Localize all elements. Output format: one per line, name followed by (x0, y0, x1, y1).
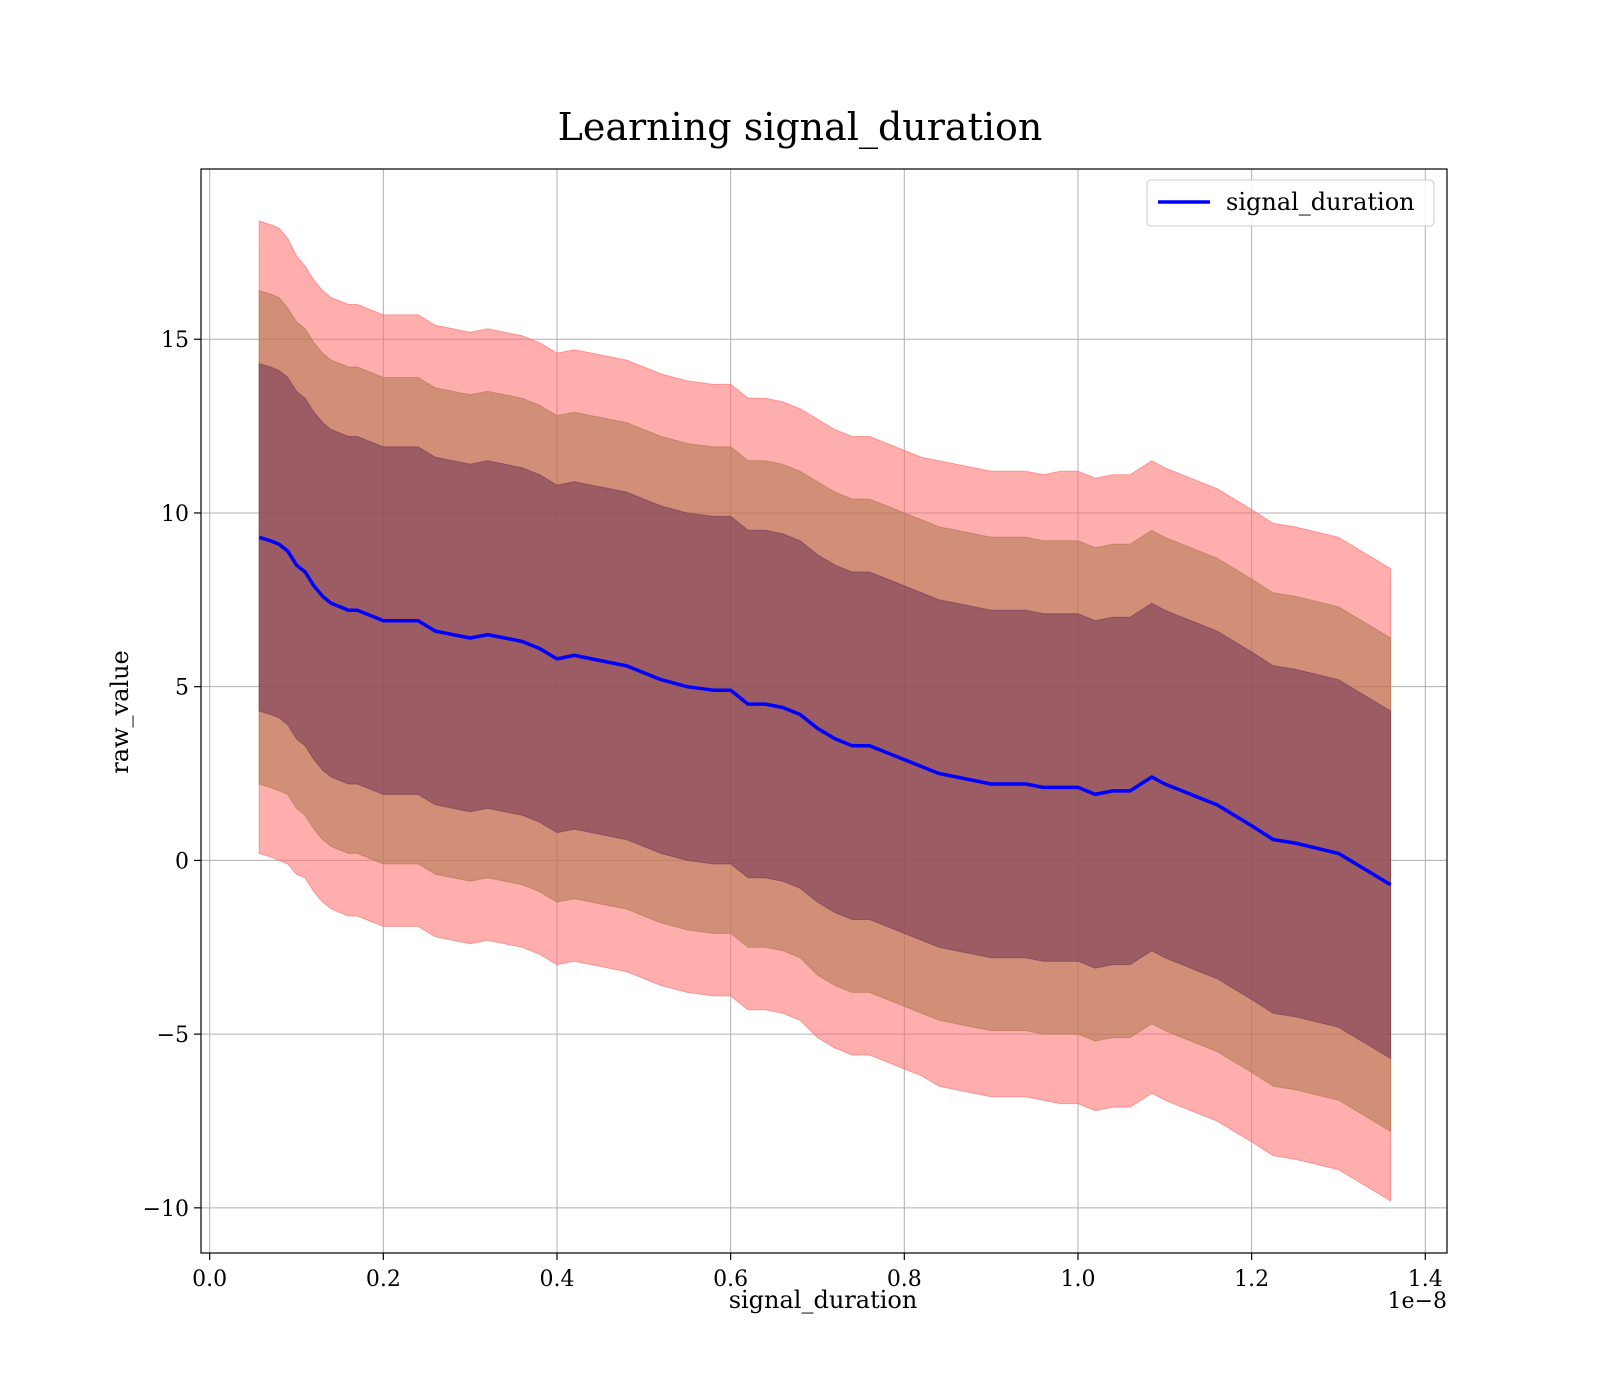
y-tick-label: −5 (157, 1023, 189, 1048)
x-axis-label: signal_duration (729, 1286, 918, 1314)
y-tick-label: 15 (161, 328, 189, 353)
y-tick-label: 10 (161, 502, 189, 527)
y-tick-label: 0 (175, 849, 189, 874)
x-tick-label: 1.0 (1060, 1267, 1095, 1292)
x-tick-label: 0.0 (192, 1267, 227, 1292)
axis-ticks: 0.0 0.2 0.4 0.6 0.8 1.0 1.2 1.4 −10 −5 0 5 10 15 (143, 328, 1443, 1292)
x-tick-label: 0.2 (366, 1267, 401, 1292)
x-offset-label: 1e−8 (1388, 1289, 1447, 1314)
plot-frame (200, 168, 1448, 1254)
series-lines (258, 535, 1392, 887)
x-tick-label: 1.2 (1234, 1267, 1269, 1292)
x-tick-label: 0.6 (713, 1267, 748, 1292)
legend: signal_duration (1146, 179, 1435, 227)
y-tick-label: −10 (143, 1197, 189, 1222)
confidence-bands (258, 220, 1392, 1202)
x-tick-label: 0.4 (540, 1267, 575, 1292)
legend-box (1146, 179, 1435, 227)
legend-label: signal_duration (1226, 188, 1415, 216)
x-tick-label: 0.8 (887, 1267, 922, 1292)
confidence-band (258, 362, 1392, 1060)
chart-title: Learning signal_duration (558, 105, 1043, 150)
y-tick-label: 5 (175, 676, 189, 701)
series-line (258, 535, 1392, 887)
x-tick-label: 1.4 (1408, 1267, 1443, 1292)
y-axis-label: raw_value (106, 650, 134, 774)
